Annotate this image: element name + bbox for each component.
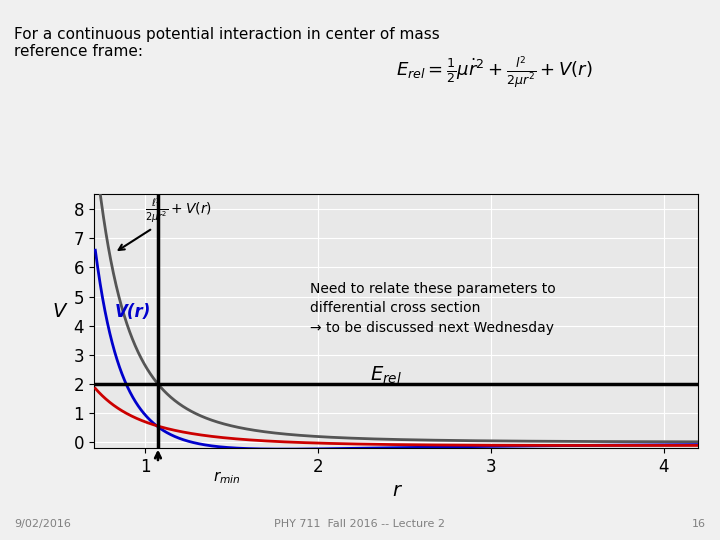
Text: 16: 16 xyxy=(692,519,706,529)
Text: 9/02/2016: 9/02/2016 xyxy=(14,519,71,529)
Text: $r_{min}$: $r_{min}$ xyxy=(213,470,240,487)
Text: $\frac{\ell^2}{2\mu r^2}+V(r)$: $\frac{\ell^2}{2\mu r^2}+V(r)$ xyxy=(119,197,212,250)
Y-axis label: V: V xyxy=(53,302,66,321)
Text: $E_{rel} = \frac{1}{2}\mu\dot{r}^2 + \frac{l^2}{2\mu r^2} + V\left(r\right)$: $E_{rel} = \frac{1}{2}\mu\dot{r}^2 + \fr… xyxy=(396,54,593,91)
Text: PHY 711  Fall 2016 -- Lecture 2: PHY 711 Fall 2016 -- Lecture 2 xyxy=(274,519,446,529)
Text: V(r): V(r) xyxy=(114,303,150,321)
Text: For a continuous potential interaction in center of mass
reference frame:: For a continuous potential interaction i… xyxy=(14,27,440,59)
X-axis label: r: r xyxy=(392,482,400,501)
Text: $E_{rel}$: $E_{rel}$ xyxy=(370,365,402,387)
Text: Need to relate these parameters to
differential cross section
→ to be discussed : Need to relate these parameters to diffe… xyxy=(310,282,555,335)
